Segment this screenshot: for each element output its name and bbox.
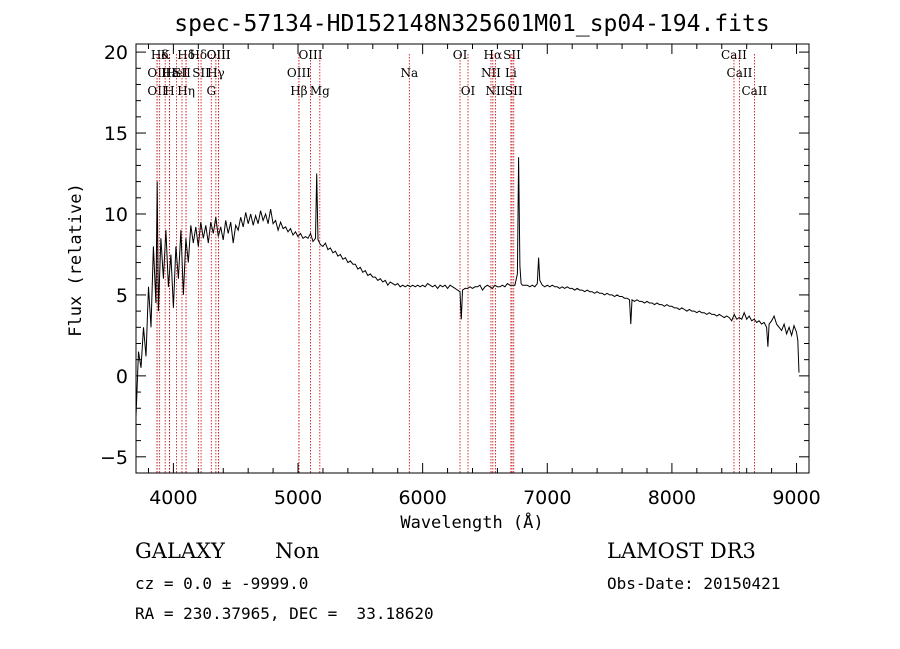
chart-title: spec-57134-HD152148N325601M01_sp04-194.f…	[174, 11, 769, 37]
line-marker-label: SII	[505, 84, 523, 98]
line-marker-label: OI	[461, 84, 476, 98]
line-marker-label: HeI	[165, 66, 188, 80]
line-marker-label: CaII	[721, 48, 747, 62]
line-marker-label: NII	[485, 84, 505, 98]
x-tick-label: 6000	[398, 487, 446, 509]
line-marker-label: OIII	[207, 48, 231, 62]
y-tick-label: 10	[104, 204, 128, 226]
coordinates: RA = 230.37965, DEC = 33.18620	[135, 604, 434, 623]
spectrum-line	[135, 157, 800, 417]
y-tick-label: 20	[104, 42, 128, 64]
line-marker-label: Hε	[161, 66, 178, 80]
line-marker-label: Mg	[310, 84, 330, 98]
y-axis: −5 0 5 10 15 20	[100, 42, 809, 474]
x-axis: 4000 5000 6000 7000 8000 9000	[147, 44, 821, 509]
line-marker-label: SII	[192, 66, 210, 80]
spectrum-series	[135, 157, 800, 417]
line-marker-label: Na	[400, 66, 418, 80]
plot-frame	[135, 43, 810, 474]
line-marker-label: OIII	[287, 66, 311, 80]
x-tick-label: 9000	[772, 487, 820, 509]
line-marker-label: OI	[453, 48, 468, 62]
line-marker-label: CaII	[727, 66, 753, 80]
y-tick-label: −5	[100, 447, 128, 469]
x-axis-label: Wavelength (Å)	[400, 511, 543, 533]
y-tick-label: 5	[116, 285, 128, 307]
x-tick-label: 7000	[523, 487, 571, 509]
line-marker-label: OIII	[298, 48, 322, 62]
obs-date: Obs-Date: 20150421	[607, 574, 781, 593]
x-tick-label: 4000	[149, 487, 197, 509]
y-axis-label: Flux (relative)	[66, 183, 86, 337]
line-marker-label: Hη	[177, 84, 195, 98]
line-marker-label: Hδ	[151, 48, 169, 62]
object-subclass: Non	[275, 539, 320, 563]
redshift-text: cz = 0.0 ± -9999.0	[135, 574, 309, 593]
x-tick-label: 8000	[648, 487, 696, 509]
line-marker-label: SII	[503, 48, 521, 62]
line-markers: OIIOIIHδKHHεHeISIIHδHηHδSIIGHγOIIIOIIIHβ…	[147, 48, 768, 473]
x-tick-label: 5000	[274, 487, 322, 509]
line-marker-label: Hδ	[189, 48, 207, 62]
line-marker-label: OII	[147, 84, 167, 98]
survey-name: LAMOST DR3	[607, 539, 756, 563]
line-marker-label: Hγ	[207, 66, 225, 80]
y-tick-label: 15	[104, 123, 128, 145]
y-tick-label: 0	[116, 366, 128, 388]
line-marker-label: Hα	[484, 48, 503, 62]
line-marker-label: SII	[173, 66, 191, 80]
object-class: GALAXY	[135, 539, 225, 563]
line-marker-label: CaII	[741, 84, 767, 98]
line-marker-label: NII	[481, 66, 501, 80]
line-marker-label: G	[206, 84, 216, 98]
line-marker-label: Li	[505, 66, 517, 80]
line-marker-label: K	[161, 48, 171, 62]
